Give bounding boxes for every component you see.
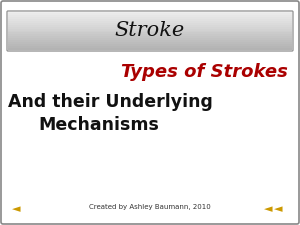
Bar: [8, 32, 292, 35]
Bar: [8, 36, 292, 39]
Text: ◄: ◄: [12, 204, 20, 214]
Bar: [8, 34, 292, 37]
Bar: [8, 46, 292, 48]
Bar: [8, 11, 292, 14]
Text: And their Underlying: And their Underlying: [8, 93, 213, 111]
Bar: [8, 19, 292, 22]
Bar: [8, 48, 292, 50]
Bar: [8, 23, 292, 25]
Bar: [8, 17, 292, 20]
Bar: [8, 42, 292, 44]
Text: Created by Ashley Baumann, 2010: Created by Ashley Baumann, 2010: [89, 204, 211, 210]
Bar: [8, 44, 292, 46]
Text: Mechanisms: Mechanisms: [38, 116, 159, 134]
Text: ◄: ◄: [264, 204, 272, 214]
Bar: [8, 40, 292, 42]
Bar: [8, 21, 292, 23]
Bar: [8, 25, 292, 27]
Bar: [8, 38, 292, 40]
Bar: [8, 29, 292, 31]
Text: Types of Strokes: Types of Strokes: [121, 63, 288, 81]
Text: Stroke: Stroke: [115, 22, 185, 40]
Bar: [8, 14, 292, 16]
Bar: [8, 15, 292, 18]
Bar: [8, 31, 292, 33]
Text: ◄: ◄: [274, 204, 282, 214]
Bar: [8, 27, 292, 29]
